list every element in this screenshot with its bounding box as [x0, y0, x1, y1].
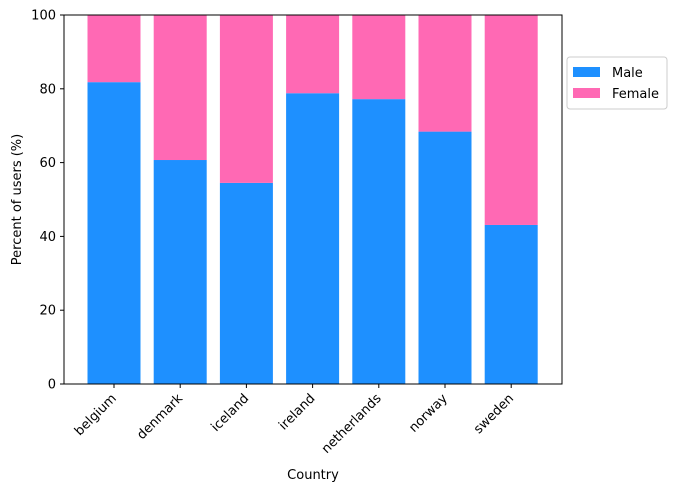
bar-female-denmark	[153, 15, 207, 161]
bar-male-belgium	[87, 82, 141, 385]
x-tick-label-ireland: ireland	[276, 391, 318, 433]
x-tick-label-sweden: sweden	[471, 391, 517, 437]
x-axis-ticks: belgium denmark iceland ireland netherlands n…	[72, 384, 517, 457]
bar-female-belgium	[87, 15, 141, 83]
x-tick-label-iceland: iceland	[209, 391, 253, 435]
bar-female-sweden	[484, 15, 538, 225]
y-tick-label: 100	[31, 9, 56, 24]
legend-label-male: Male	[612, 66, 643, 81]
y-tick-label: 60	[39, 156, 56, 171]
bar-female-iceland	[219, 15, 273, 183]
bar-female-ireland	[286, 15, 340, 94]
x-tick-label-belgium: belgium	[72, 391, 120, 439]
legend-swatch-male	[573, 67, 600, 77]
y-tick-label: 20	[39, 304, 56, 319]
y-axis-title: Percent of users (%)	[10, 134, 25, 265]
legend-label-female: Female	[612, 87, 659, 102]
bar-male-sweden	[484, 224, 538, 384]
legend-swatch-female	[573, 88, 600, 98]
bar-male-norway	[418, 131, 472, 384]
bar-female-norway	[418, 15, 472, 132]
x-tick-label-denmark: denmark	[134, 391, 186, 443]
x-axis-title: Country	[287, 468, 339, 483]
legend: Male Female	[566, 56, 668, 110]
bar-male-ireland	[286, 93, 340, 384]
bar-female-netherlands	[352, 15, 406, 100]
y-tick-label: 80	[39, 82, 56, 97]
bar-male-iceland	[219, 182, 273, 384]
x-tick-label-norway: norway	[406, 391, 451, 436]
y-axis-ticks: 0 20 40 60 80 100	[31, 9, 64, 393]
x-tick-label-netherlands: netherlands	[319, 391, 385, 457]
y-tick-label: 40	[39, 230, 56, 245]
bars-layer	[87, 15, 538, 385]
bar-male-denmark	[153, 160, 207, 384]
y-tick-label: 0	[48, 378, 56, 393]
bar-male-netherlands	[352, 99, 406, 384]
